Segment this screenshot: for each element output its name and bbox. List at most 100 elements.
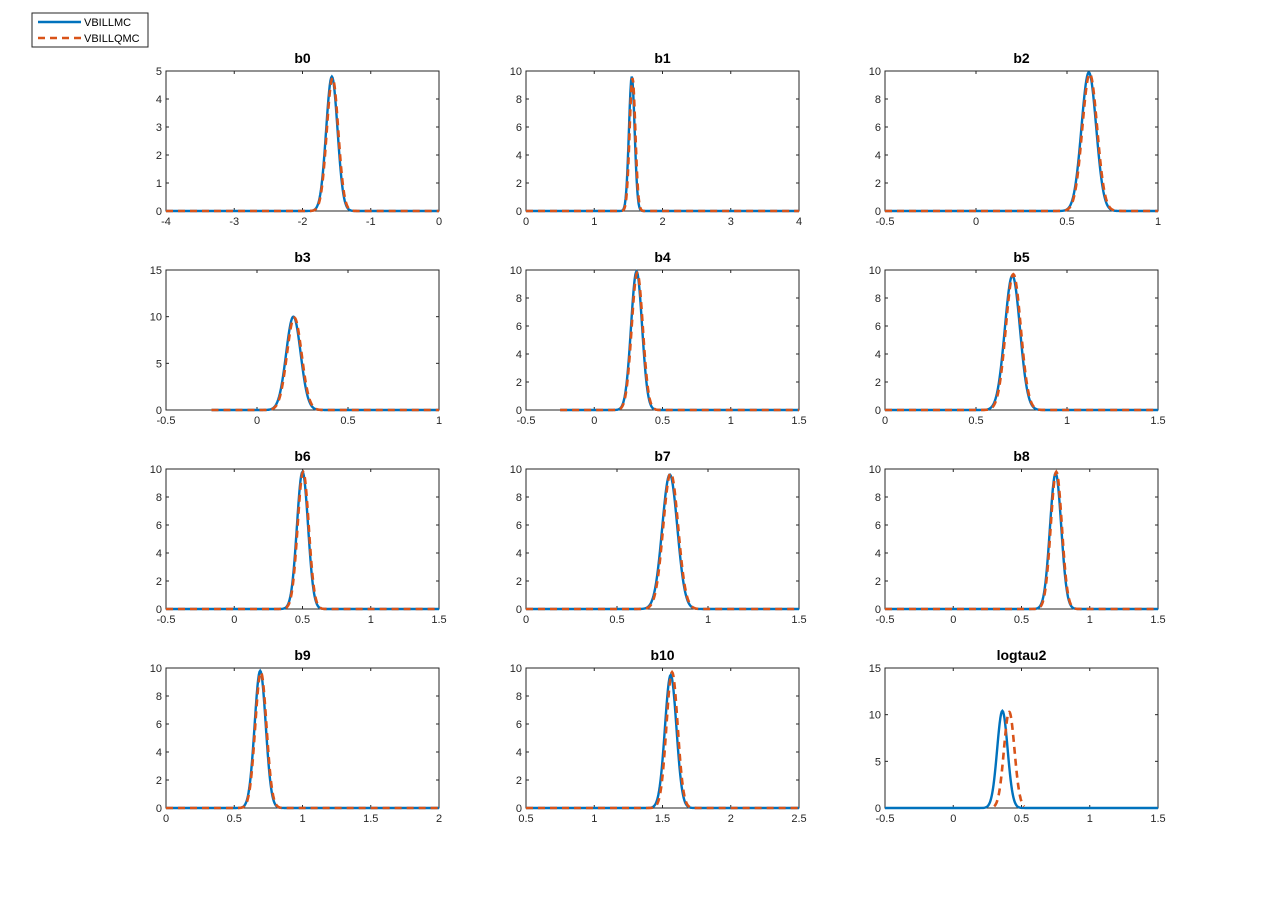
y-tick-label: 4 [516,747,522,759]
series-line-vbillqmc [166,669,439,810]
y-tick-label: 2 [516,576,522,588]
y-tick-label: 0 [516,803,522,815]
series-line-vbillqmc [211,316,439,412]
series-line-vbillqmc [166,75,439,213]
y-tick-label: 5 [875,756,881,768]
y-tick-label: 4 [156,747,162,759]
y-tick-label: 10 [869,710,881,722]
y-tick-label: 6 [156,520,162,532]
y-tick-label: 6 [516,719,522,731]
y-tick-label: 8 [875,293,881,305]
x-tick-label: 1 [591,216,597,228]
y-tick-label: 2 [516,377,522,389]
subplot-b5: b5 0 0.5 1 1.5 0 2 4 6 8 10 [869,249,1166,427]
y-tick-label: 2 [875,576,881,588]
y-tick-label: 6 [516,520,522,532]
subplot-b10: b10 0.5 1 1.5 2 2.5 0 2 4 6 8 10 [510,647,807,825]
x-tick-label: 0 [523,216,529,228]
plot-title: b9 [294,647,311,663]
x-tick-label: -2 [298,216,308,228]
y-tick-label: 10 [869,265,881,277]
y-tick-label: 10 [510,66,522,78]
plot-title: b7 [654,448,671,464]
y-tick-label: 0 [516,604,522,616]
y-tick-label: 4 [156,548,162,560]
x-tick-label: 2 [659,216,665,228]
series-line-vbillqmc [993,710,1026,808]
axes-box [165,269,440,411]
series-line-vbillqmc [526,471,799,611]
x-tick-label: 0.5 [1059,216,1074,228]
y-tick-label: 8 [516,94,522,106]
y-tick-label: 10 [869,464,881,476]
x-tick-label: 1 [1155,216,1161,228]
y-tick-label: 4 [875,349,881,361]
y-tick-label: 2 [156,576,162,588]
axes-box [165,70,440,212]
y-tick-label: 0 [156,405,162,417]
x-tick-label: 1.5 [431,614,446,626]
x-tick-label: 0.5 [1014,813,1029,825]
y-tick-label: 10 [510,464,522,476]
x-tick-label: 4 [796,216,802,228]
legend[interactable]: VBILLMC VBILLQMC [31,12,149,48]
y-tick-label: 2 [875,377,881,389]
legend-label-vbillqmc: VBILLQMC [84,33,140,45]
y-tick-label: 8 [516,293,522,305]
y-tick-label: 6 [516,122,522,134]
x-tick-label: 1 [436,415,442,427]
y-tick-label: 0 [516,405,522,417]
x-tick-label: 0.5 [518,813,533,825]
y-tick-label: 8 [516,691,522,703]
y-tick-label: 10 [150,464,162,476]
x-tick-label: 0 [436,216,442,228]
y-tick-label: 0 [156,803,162,815]
x-tick-label: 0.5 [340,415,355,427]
plot-title: b8 [1013,448,1030,464]
plot-title: logtau2 [997,647,1047,663]
y-tick-label: 4 [516,548,522,560]
x-tick-label: -0.5 [876,614,895,626]
x-tick-label: -0.5 [876,813,895,825]
y-tick-label: 10 [869,66,881,78]
plot-title: b2 [1013,50,1030,66]
x-tick-label: 1 [1064,415,1070,427]
legend-box [31,12,149,48]
legend-label-vbillmc: VBILLMC [84,17,131,29]
y-tick-label: 4 [875,150,881,162]
x-tick-label: 1.5 [1150,813,1165,825]
plot-title: b1 [654,50,671,66]
plot-title: b6 [294,448,311,464]
series-line-vbillqmc [885,272,1158,412]
x-tick-label: 0.5 [1014,614,1029,626]
y-tick-label: 8 [516,492,522,504]
x-tick-label: -4 [161,216,171,228]
axes-box [525,269,800,411]
y-tick-label: 10 [510,663,522,675]
y-tick-label: 0 [156,206,162,218]
axes-box [165,468,440,610]
axes-box [525,70,800,212]
x-tick-label: 2 [728,813,734,825]
y-tick-label: 6 [156,719,162,731]
y-tick-label: 0 [875,206,881,218]
x-tick-label: 0.5 [295,614,310,626]
x-tick-label: -0.5 [876,216,895,228]
subplot-b0: b0 -4 -3 -2 -1 0 0 1 2 3 4 5 [156,50,442,228]
y-tick-label: 4 [875,548,881,560]
y-tick-label: 8 [156,492,162,504]
x-tick-label: 0.5 [609,614,624,626]
y-tick-label: 2 [516,775,522,787]
x-tick-label: -3 [229,216,239,228]
y-tick-label: 8 [875,94,881,106]
axes-box [884,468,1159,610]
y-tick-label: 4 [516,349,522,361]
plot-title: b10 [650,647,674,663]
x-tick-label: 1.5 [791,614,806,626]
